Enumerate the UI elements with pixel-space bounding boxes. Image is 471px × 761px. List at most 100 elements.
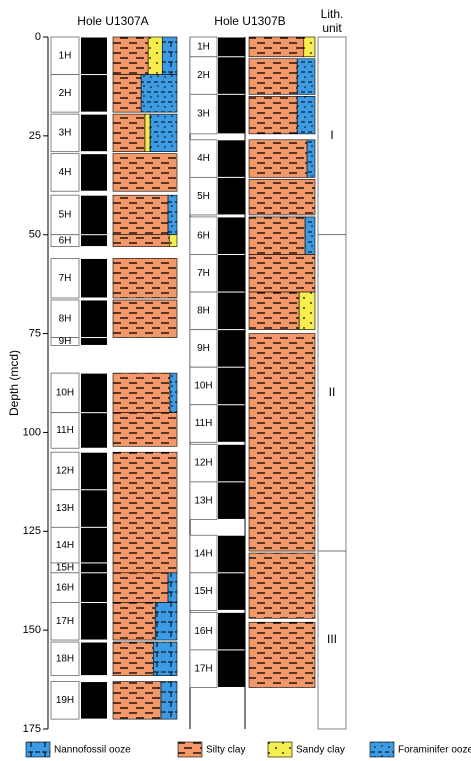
core-label: 2H — [197, 70, 210, 81]
hole-title: Hole U1307B — [214, 14, 285, 28]
core-recovery — [81, 195, 107, 235]
legend-label: Nannofossil ooze — [54, 745, 131, 756]
lithology-segment — [248, 254, 316, 293]
legend-swatch — [25, 741, 51, 758]
lithology-segment — [112, 113, 146, 152]
lithology-segment — [112, 258, 178, 299]
core-recovery — [81, 37, 107, 75]
core-label: 16H — [56, 582, 74, 593]
lithology-segment — [303, 36, 316, 58]
core-recovery — [81, 114, 107, 152]
core-label: 5H — [197, 191, 210, 202]
unit-box — [317, 36, 347, 236]
lithology-segment — [248, 216, 306, 255]
core-label: 4H — [197, 153, 210, 164]
core-label: 12H — [56, 466, 74, 477]
core-label: 4H — [59, 167, 72, 178]
core-box — [189, 534, 218, 574]
lithology-segment — [112, 194, 169, 236]
unit-box — [317, 234, 347, 552]
core-recovery — [218, 535, 245, 573]
lithology-segment — [112, 153, 178, 192]
core-recovery — [218, 405, 245, 442]
core-label: 3H — [59, 128, 72, 139]
lithology-segment — [147, 36, 163, 75]
core-box — [50, 572, 80, 603]
legend-swatch — [267, 741, 293, 758]
core-label: 17H — [194, 663, 212, 674]
core-recovery — [218, 140, 245, 177]
lithology-segment — [296, 58, 316, 95]
lithology-segment — [149, 113, 178, 152]
core-label: 10H — [56, 388, 74, 399]
core-label: 1H — [59, 50, 72, 61]
core-recovery — [81, 682, 107, 719]
core-label: 7H — [59, 273, 72, 284]
core-recovery — [218, 650, 245, 687]
core-box — [189, 649, 218, 688]
core-box — [50, 641, 80, 677]
core-recovery — [218, 573, 245, 610]
core-box — [50, 337, 80, 346]
core-box — [189, 56, 218, 95]
units-title: unit — [322, 21, 342, 35]
core-box — [189, 176, 218, 216]
core-label: 8H — [59, 313, 72, 324]
core-box — [189, 481, 218, 520]
core-recovery — [81, 75, 107, 112]
hole-title: Hole U1307A — [77, 14, 148, 28]
legend-label: Sandy clay — [296, 745, 345, 756]
core-recovery — [218, 94, 245, 134]
lithology-segment — [144, 113, 151, 152]
lithology-segment — [112, 299, 178, 338]
core-recovery — [218, 217, 245, 254]
core-label: 5H — [59, 210, 72, 221]
core-label: 14H — [194, 549, 212, 560]
lithology-segment — [248, 139, 308, 178]
core-recovery — [218, 482, 245, 519]
lithology-segment — [169, 234, 178, 247]
legend-swatch — [369, 741, 395, 758]
lithology-segment — [112, 681, 162, 720]
core-label: 6H — [197, 230, 210, 241]
y-tick-label: 25 — [29, 130, 41, 142]
core-label: 3H — [197, 109, 210, 120]
core-box — [189, 254, 218, 293]
core-recovery — [218, 292, 245, 330]
core-recovery — [81, 413, 107, 448]
lithology-segment — [248, 621, 316, 688]
core-box — [189, 216, 218, 255]
legend-swatch — [177, 741, 203, 758]
lithology-segment — [304, 216, 316, 255]
core-recovery — [218, 444, 245, 482]
core-box — [189, 366, 218, 406]
core-box — [50, 489, 80, 528]
core-recovery — [81, 490, 107, 527]
lithology-segment — [248, 291, 300, 330]
core-recovery — [81, 258, 107, 298]
lithology-segment — [306, 139, 316, 178]
core-box — [50, 526, 80, 564]
core-recovery — [81, 573, 107, 602]
core-label: 8H — [197, 305, 210, 316]
core-recovery — [218, 367, 245, 405]
core-label: 13H — [194, 495, 212, 506]
core-label: 9H — [197, 343, 210, 354]
core-box — [50, 36, 80, 75]
core-recovery — [218, 330, 245, 367]
core-box — [189, 329, 218, 368]
core-box — [189, 572, 218, 611]
lithology-segment — [112, 572, 169, 603]
core-box — [50, 412, 80, 449]
core-box — [189, 443, 218, 483]
y-tick-label: 0 — [35, 31, 41, 43]
core-box — [189, 291, 218, 331]
lithology-segment — [112, 372, 171, 413]
lithology-segment — [296, 96, 316, 135]
lithology-segment — [112, 36, 149, 75]
core-label: 16H — [194, 626, 212, 637]
core-label: 2H — [59, 88, 72, 99]
core-box — [189, 139, 218, 178]
core-recovery — [81, 642, 107, 676]
